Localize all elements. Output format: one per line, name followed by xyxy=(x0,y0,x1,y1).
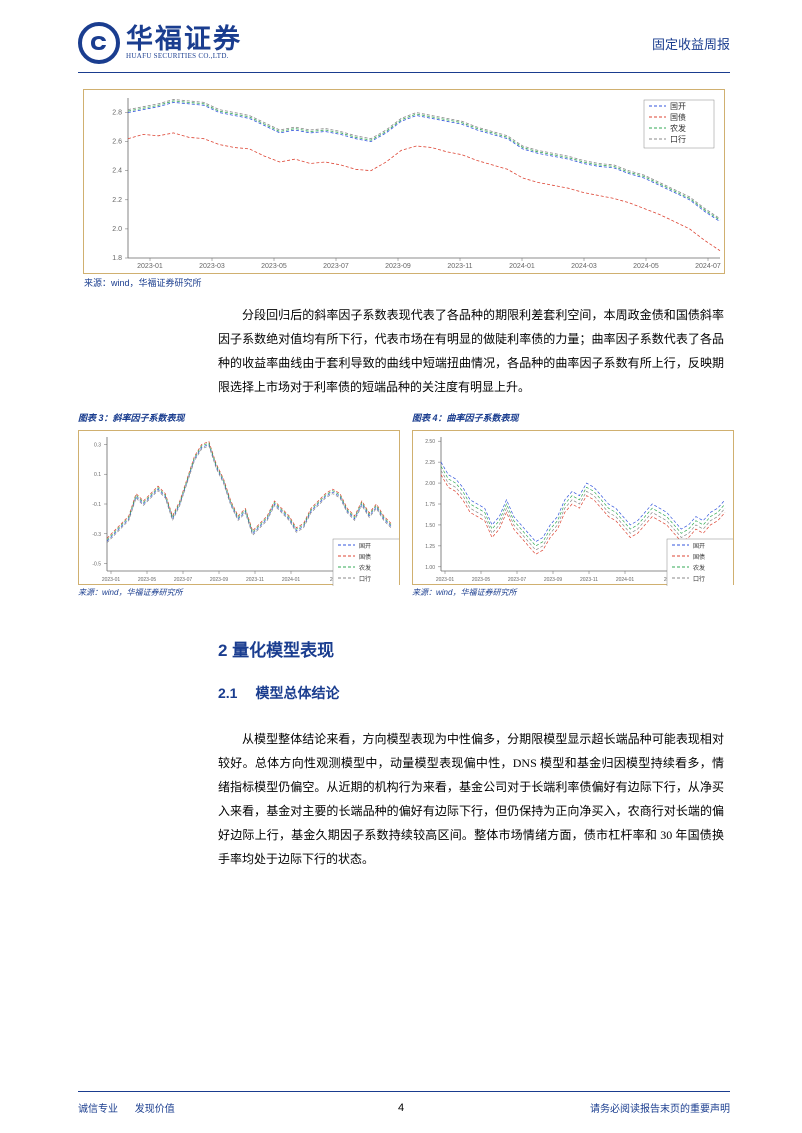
logo: 华福证券 HUAFU SECURITIES CO.,LTD. xyxy=(78,22,242,64)
footer-motto-2: 发现价值 xyxy=(135,1104,175,1115)
svg-text:1.25: 1.25 xyxy=(425,544,435,550)
footer-divider xyxy=(78,1091,730,1092)
svg-text:2.25: 2.25 xyxy=(425,460,435,466)
chart-1: 1.8 2.0 2.2 2.4 2.6 2.8 2023-01 2023-03 2023-05 2… xyxy=(83,89,725,274)
svg-text:农发: 农发 xyxy=(693,564,705,572)
section-2-1-text: 模型总体结论 xyxy=(255,685,339,701)
svg-text:2023-03: 2023-03 xyxy=(199,263,225,270)
svg-text:国开: 国开 xyxy=(670,102,686,111)
section-2-heading: 2 量化模型表现 xyxy=(218,636,730,661)
svg-text:-0.3: -0.3 xyxy=(92,532,101,538)
svg-text:2024-01: 2024-01 xyxy=(616,577,635,583)
svg-text:-0.5: -0.5 xyxy=(92,562,101,568)
svg-text:-0.1: -0.1 xyxy=(92,502,101,508)
svg-text:农发: 农发 xyxy=(359,564,371,572)
svg-text:2.6: 2.6 xyxy=(112,139,122,146)
paragraph-1: 分段回归后的斜率因子系数表现代表了各品种的期限利差套利空间，本周政金债和国债斜率… xyxy=(218,303,724,399)
svg-text:2024-07: 2024-07 xyxy=(695,263,721,270)
svg-text:2.2: 2.2 xyxy=(112,197,122,204)
section-2-1-heading: 2.1 模型总体结论 xyxy=(218,683,730,703)
svg-text:2024-05: 2024-05 xyxy=(633,263,659,270)
svg-text:0.3: 0.3 xyxy=(94,442,101,448)
svg-text:1.75: 1.75 xyxy=(425,502,435,508)
svg-text:国债: 国债 xyxy=(359,553,371,561)
svg-text:1.00: 1.00 xyxy=(425,565,435,571)
svg-text:2023-09: 2023-09 xyxy=(544,577,563,583)
chart-4: 1.00 1.25 1.50 1.75 2.00 2.25 2.50 2023-01 2023-… xyxy=(412,430,734,585)
footer-disclaimer: 请务必阅读报告末页的重要声明 xyxy=(590,1100,730,1115)
svg-text:2.0: 2.0 xyxy=(112,226,122,233)
svg-text:2023-09: 2023-09 xyxy=(210,577,229,583)
chart-3-title: 图表 3：斜率因子系数表现 xyxy=(78,411,400,424)
svg-text:2023-01: 2023-01 xyxy=(137,263,163,270)
svg-text:口行: 口行 xyxy=(670,134,686,144)
svg-text:2023-01: 2023-01 xyxy=(436,577,455,583)
svg-text:国开: 国开 xyxy=(359,543,371,550)
svg-text:2023-09: 2023-09 xyxy=(385,263,411,270)
svg-text:国债: 国债 xyxy=(693,553,705,561)
chart-3-source: 来源：wind，华福证券研究所 xyxy=(78,587,400,598)
svg-text:2023-11: 2023-11 xyxy=(580,577,598,583)
svg-text:1.50: 1.50 xyxy=(425,523,435,529)
svg-text:2.50: 2.50 xyxy=(425,439,435,445)
chart-4-title: 图表 4：曲率因子系数表现 xyxy=(412,411,734,424)
svg-text:2.8: 2.8 xyxy=(112,110,122,117)
report-type: 固定收益周报 xyxy=(652,34,730,53)
footer-row: 诚信专业 发现价值 4 请务必阅读报告末页的重要声明 xyxy=(78,1100,730,1115)
svg-text:2023-07: 2023-07 xyxy=(508,577,527,583)
svg-text:2023-01: 2023-01 xyxy=(102,577,121,583)
svg-text:2024-01: 2024-01 xyxy=(509,263,535,270)
paragraph-2: 从模型整体结论来看，方向模型表现为中性偏多，分期限模型显示超长端品种可能表现相对… xyxy=(218,727,724,871)
svg-text:2023-05: 2023-05 xyxy=(472,577,491,583)
svg-text:2023-11: 2023-11 xyxy=(447,263,472,270)
chart-4-column: 图表 4：曲率因子系数表现 1.00 1.25 1.50 1.75 2.00 2.25 2.… xyxy=(412,411,734,598)
svg-text:国债: 国债 xyxy=(670,112,686,122)
content: 1.8 2.0 2.2 2.4 2.6 2.8 2023-01 2023-03 2023-05 2… xyxy=(0,73,802,871)
svg-text:口行: 口行 xyxy=(693,575,705,583)
footer-motto-1: 诚信专业 xyxy=(78,1104,118,1115)
svg-text:2023-07: 2023-07 xyxy=(174,577,193,583)
svg-text:2024-01: 2024-01 xyxy=(282,577,301,583)
footer-left: 诚信专业 发现价值 xyxy=(78,1100,175,1115)
chart-row: 图表 3：斜率因子系数表现 -0.5 -0.3 -0.1 0.1 0.3 2023-01 2… xyxy=(78,411,730,598)
page-header: 华福证券 HUAFU SECURITIES CO.,LTD. 固定收益周报 xyxy=(0,0,802,72)
logo-icon xyxy=(78,22,120,64)
svg-text:2023-05: 2023-05 xyxy=(261,263,287,270)
logo-cn: 华福证券 xyxy=(126,26,242,53)
chart-4-source: 来源：wind，华福证券研究所 xyxy=(412,587,734,598)
svg-text:2024-03: 2024-03 xyxy=(571,263,597,270)
page-number: 4 xyxy=(398,1102,404,1114)
svg-text:2023-07: 2023-07 xyxy=(323,263,349,270)
chart-1-source: 来源：wind，华福证券研究所 xyxy=(84,276,730,289)
svg-text:口行: 口行 xyxy=(359,575,371,583)
section-2-1-number: 2.1 xyxy=(218,685,237,701)
svg-text:2023-05: 2023-05 xyxy=(138,577,157,583)
page-footer: 诚信专业 发现价值 4 请务必阅读报告末页的重要声明 xyxy=(0,1091,802,1115)
svg-text:2023-11: 2023-11 xyxy=(246,577,264,583)
svg-text:2.00: 2.00 xyxy=(425,481,435,487)
svg-text:1.8: 1.8 xyxy=(112,255,122,262)
svg-text:国开: 国开 xyxy=(693,543,705,550)
chart-3-column: 图表 3：斜率因子系数表现 -0.5 -0.3 -0.1 0.1 0.3 2023-01 2… xyxy=(78,411,400,598)
svg-text:农发: 农发 xyxy=(670,123,686,133)
logo-text: 华福证券 HUAFU SECURITIES CO.,LTD. xyxy=(126,26,242,60)
svg-text:2.4: 2.4 xyxy=(112,168,122,175)
svg-text:0.1: 0.1 xyxy=(94,472,101,478)
logo-en: HUAFU SECURITIES CO.,LTD. xyxy=(126,53,242,60)
chart-3: -0.5 -0.3 -0.1 0.1 0.3 2023-01 2023-05 2023-07 2… xyxy=(78,430,400,585)
